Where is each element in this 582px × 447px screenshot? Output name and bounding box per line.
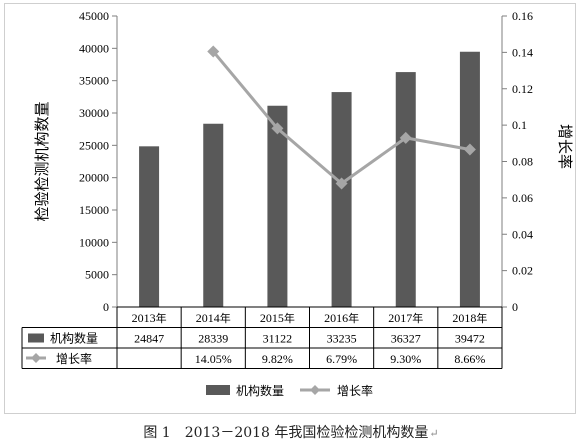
category-label: 2013年 <box>132 311 167 325</box>
left-tick-label: 20000 <box>79 171 109 185</box>
bar <box>203 123 224 307</box>
line-series <box>207 45 476 190</box>
table-cell: 24847 <box>134 332 164 346</box>
right-tick-label: 0.02 <box>512 264 533 278</box>
category-label: 2015年 <box>260 311 295 325</box>
line-point <box>399 131 412 144</box>
table-cell: 6.79% <box>326 352 357 366</box>
right-tick-label: 0.04 <box>512 227 533 241</box>
table-cell: 14.05% <box>195 352 232 366</box>
left-tick-label: 10000 <box>79 235 109 249</box>
table-cell: 39472 <box>455 332 485 346</box>
y-axis-label: 检验检测机构数量 <box>33 101 51 221</box>
right-tick-label: 0.16 <box>512 9 533 23</box>
left-tick-label: 40000 <box>79 41 109 55</box>
table-series-name: 增长率 <box>56 351 92 366</box>
table-cell: 9.82% <box>262 352 293 366</box>
right-tick-label: 0.08 <box>512 155 533 169</box>
legend-bar-label: 机构数量 <box>236 383 284 398</box>
legend-bar-swatch <box>206 385 230 395</box>
bar <box>267 105 288 307</box>
paragraph-mark: ↵ <box>429 427 439 440</box>
right-tick-label: 0.14 <box>512 45 533 59</box>
left-tick-label: 5000 <box>85 268 109 282</box>
right-tick-label: 0 <box>512 300 518 314</box>
bar <box>395 72 416 307</box>
table-series-name: 机构数量 <box>50 331 98 346</box>
right-tick-label: 0.06 <box>512 191 533 205</box>
category-label: 2018年 <box>452 311 487 325</box>
left-tick-label: 30000 <box>79 106 109 120</box>
bar-series <box>139 51 480 308</box>
left-axis: 0 5000 10000 15000 20000 25000 30000 35000 40000… <box>79 9 118 314</box>
category-label: 2014年 <box>196 311 231 325</box>
table-cell: 9.30% <box>390 352 421 366</box>
figure-caption: 图 1 2013－2018 年我国检验检测机构数量↵ <box>0 422 582 442</box>
table-key-marker <box>31 353 41 363</box>
left-tick-label: 15000 <box>79 203 109 217</box>
left-tick-label: 45000 <box>79 9 109 23</box>
left-tick-label: 25000 <box>79 138 109 152</box>
legend-line-marker <box>310 385 320 395</box>
right-tick-label: 0.1 <box>512 118 527 132</box>
bar <box>459 51 480 307</box>
line-point <box>207 45 220 58</box>
category-label: 2016年 <box>324 311 359 325</box>
table-cell: 36327 <box>391 332 421 346</box>
left-tick-label: 0 <box>103 300 109 314</box>
table-cell: 8.66% <box>454 352 485 366</box>
figure-frame <box>4 3 576 414</box>
line-point <box>271 122 284 135</box>
category-label: 2017年 <box>388 311 423 325</box>
line-point <box>335 177 348 190</box>
line-point <box>463 143 476 156</box>
table-cell: 28339 <box>198 332 228 346</box>
right-axis: 0 0.02 0.04 0.06 0.08 0.1 0.12 0.14 0.16 <box>501 9 533 314</box>
right-tick-label: 0.12 <box>512 82 533 96</box>
legend-line-label: 增长率 <box>337 383 373 398</box>
table-key-bar <box>28 333 44 343</box>
left-tick-label: 35000 <box>79 74 109 88</box>
legend: 机构数量 增长率 <box>206 383 373 398</box>
bar <box>331 92 352 308</box>
table-cell: 33235 <box>327 332 357 346</box>
bar <box>139 146 160 307</box>
y2-axis-label: 增长率 <box>556 124 574 169</box>
table-cell: 31122 <box>263 332 293 346</box>
caption-text: 图 1 2013－2018 年我国检验检测机构数量 <box>143 425 429 441</box>
